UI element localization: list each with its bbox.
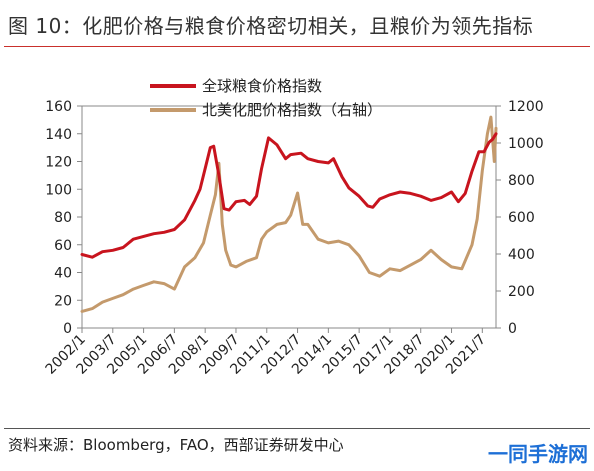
- y-right-tick-label: 800: [508, 173, 535, 189]
- watermark: 一同手游网: [488, 442, 588, 466]
- series-line-fertilizer-price: [80, 115, 498, 313]
- y-left-tick-label: 100: [45, 182, 72, 198]
- y-left-tick-label: 20: [54, 293, 72, 309]
- title-divider: [4, 46, 590, 47]
- source-note: 资料来源：Bloomberg，FAO，西部证券研发中心: [8, 436, 344, 454]
- y-right-tick-label: 0: [508, 321, 517, 337]
- legend-label-fertilizer: 北美化肥价格指数（右轴）: [202, 101, 382, 119]
- chart-title: 图 10：化肥价格与粮食价格密切相关，且粮价为领先指标: [8, 14, 534, 38]
- series-line-food-price: [80, 132, 498, 259]
- source-divider: [4, 428, 590, 429]
- y-right-tick-label: 200: [508, 284, 535, 300]
- y-left-tick-label: 80: [54, 210, 72, 226]
- y-left-tick-label: 140: [45, 127, 72, 143]
- y-right-tick-label: 400: [508, 247, 535, 263]
- y-left-tick-label: 0: [63, 321, 72, 337]
- y-right-tick-label: 600: [508, 210, 535, 226]
- y-right-tick-label: 1200: [508, 99, 544, 115]
- y-right-tick-label: 1000: [508, 136, 544, 152]
- y-left-tick-label: 160: [45, 99, 72, 115]
- legend-label-food: 全球粮食价格指数: [202, 77, 322, 95]
- y-left-tick-label: 40: [54, 266, 72, 282]
- y-left-tick-label: 60: [54, 238, 72, 254]
- y-left-tick-label: 120: [45, 155, 72, 171]
